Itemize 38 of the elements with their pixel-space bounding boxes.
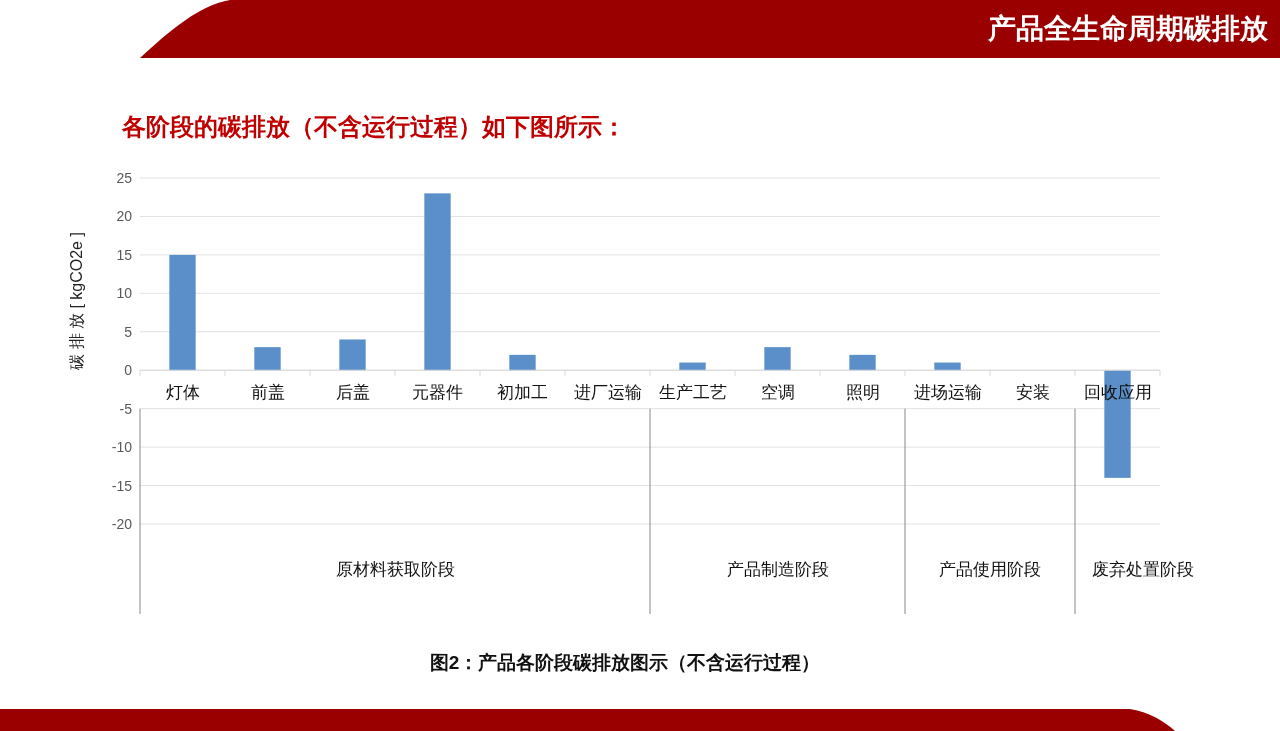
text: 废弃处置阶段: [1091, 560, 1194, 579]
y-tick-label: 10: [116, 285, 133, 302]
y-tick-label: 20: [116, 208, 133, 225]
x-tick-label: 进场运输: [913, 383, 982, 403]
y-tick-label: 5: [124, 323, 133, 340]
y-tick-label: -10: [111, 439, 133, 456]
bar: [169, 254, 196, 371]
bar: [424, 193, 451, 371]
x-tick-label: 进厂运输: [573, 383, 642, 403]
bar: [339, 339, 366, 371]
x-tick-label: 后盖: [335, 383, 370, 403]
bar: [679, 362, 706, 371]
bar: [849, 354, 876, 371]
y-axis-title: 碳 排 放 [ kgCO2e ]: [68, 232, 85, 371]
y-tick-label: 25: [116, 170, 133, 186]
bar: [934, 362, 961, 371]
y-tick-label: -15: [111, 477, 133, 494]
x-tick-label: 元器件: [412, 383, 463, 403]
y-tick-label: 0: [124, 362, 133, 379]
bar: [509, 354, 536, 371]
chart-subtitle: 各阶段的碳排放（不含运行过程）如下图所示：: [121, 113, 626, 140]
y-tick-label: -20: [111, 516, 133, 532]
text: 产品使用阶段: [939, 560, 1041, 579]
bar: [254, 347, 281, 371]
chart-title: 产品全生命周期碳排放: [987, 13, 1269, 44]
x-tick-label: 生产工艺: [658, 383, 727, 403]
x-tick-label: 初加工: [497, 383, 548, 403]
caption: 图2：产品各阶段碳排放图示（不含运行过程）: [429, 652, 821, 673]
text: 产品制造阶段: [726, 560, 829, 579]
y-tick-label: 15: [116, 246, 133, 263]
y-tick-label: -5: [119, 400, 133, 417]
bar: [764, 347, 791, 371]
x-tick-label: 前盖: [250, 383, 285, 403]
x-tick-label: 安装: [1015, 383, 1050, 403]
x-tick-label: 灯体: [165, 383, 200, 403]
text: 原材料获取阶段: [335, 560, 455, 579]
x-tick-label: 空调: [760, 383, 795, 403]
x-tick-label: 照明: [845, 383, 880, 403]
